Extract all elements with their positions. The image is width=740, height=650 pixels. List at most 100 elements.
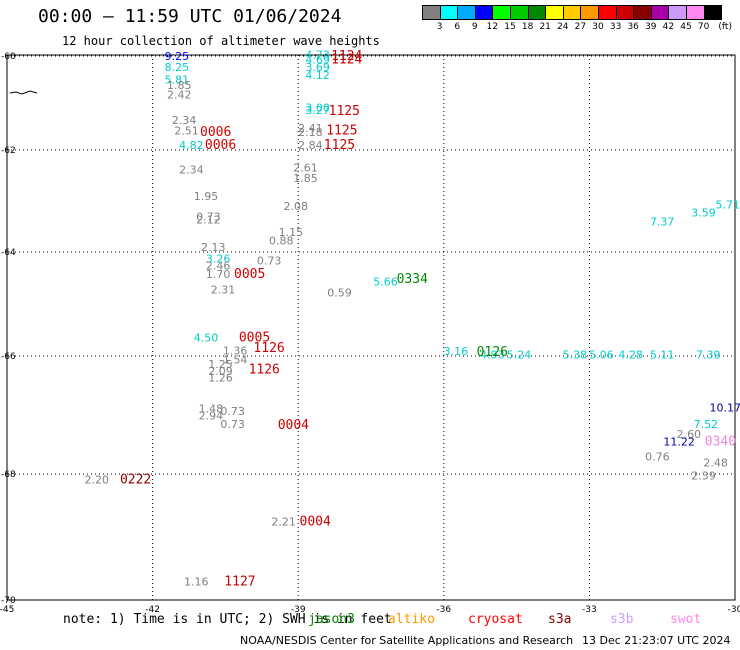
wave-height-label: 2.21 (271, 516, 296, 529)
wave-height-label: 2.46 (206, 260, 231, 273)
pass-time-label: 0334 (397, 272, 428, 287)
wave-height-label: 4.12 (305, 69, 330, 82)
wave-height-label: 3.59 (691, 206, 716, 219)
pass-time-label: 1125 (329, 104, 360, 119)
lat-tick-label: -70 (1, 596, 16, 606)
wave-height-label: 2.94 (199, 410, 224, 423)
wave-height-label: 4.28 (618, 348, 643, 361)
satellite-name: s3a (548, 612, 572, 627)
lon-tick-label: -45 (0, 605, 14, 615)
wave-height-label: 5.38 (563, 348, 588, 361)
legend-label: 42 (662, 22, 675, 32)
wave-height-label: 4.73 (305, 48, 330, 61)
lat-tick-label: -60 (1, 52, 16, 62)
footer-note: note: 1) Time is in UTC; 2) SWH is in fe… (63, 612, 392, 627)
wave-height-label: 2.12 (196, 213, 221, 226)
pass-time-label: 1127 (224, 575, 255, 590)
generated-timestamp: 13 Dec 21:23:07 UTC 2024 (582, 634, 731, 647)
wave-height-label: 5.66 (373, 275, 398, 288)
legend-label: 70 (697, 22, 710, 32)
wave-height-label: 0.59 (327, 287, 352, 300)
wave-height-label: 1.48 (199, 403, 224, 416)
wave-height-label: 4.69 (305, 54, 330, 67)
legend-label: 12 (486, 22, 499, 32)
wave-height-label: 2.84 (298, 139, 323, 152)
lon-tick-label: -36 (436, 605, 451, 615)
credit-text: NOAA/NESDIS Center for Satellite Applica… (240, 634, 574, 647)
legend-label: 39 (645, 22, 657, 32)
wave-height-label: 11.22 (663, 436, 695, 449)
pass-time-label: 0126 (477, 345, 508, 360)
wave-height-label: 4.82 (179, 139, 204, 152)
wave-height-label: 2.48 (703, 456, 728, 469)
pass-time-label: 0005 (239, 330, 270, 345)
legend-unit: (ft) (718, 22, 732, 32)
pass-time-label: 1125 (326, 123, 357, 138)
lon-tick-label: -39 (291, 605, 306, 615)
satellite-name: altiko (388, 612, 435, 627)
lon-tick-label: -33 (582, 605, 597, 615)
pass-time-label: 0004 (300, 515, 331, 530)
map-title: 00:00 – 11:59 UTC 01/06/2024 (38, 6, 342, 27)
wave-height-label: 1.16 (184, 576, 209, 589)
legend-label: 33 (609, 22, 622, 32)
legend-label: 45 (680, 22, 692, 32)
wave-height-label: 3.69 (305, 61, 330, 74)
map-subtitle: 12 hour collection of altimeter wave hei… (62, 34, 380, 48)
lat-tick-label: -68 (1, 470, 16, 480)
wave-height-label: 3.00 (305, 101, 330, 114)
wave-height-label: 3.26 (206, 252, 231, 265)
legend-label: 21 (539, 22, 551, 32)
pass-time-label: 0222 (120, 472, 151, 487)
wave-height-label: 0.76 (645, 450, 670, 463)
satellite-name: s3b (610, 612, 634, 627)
legend-label: 3 (436, 22, 443, 32)
legend-label: 27 (574, 22, 587, 32)
wave-height-label: 1.25 (208, 358, 233, 371)
legend-label: 9 (471, 22, 478, 32)
wave-height-label: 0.73 (220, 418, 245, 431)
pass-time-label: 1126 (253, 341, 284, 356)
wave-height-label: 1.54 (223, 354, 248, 367)
wave-height-label: 3.27 (305, 104, 330, 117)
pass-time-label: 0005 (234, 267, 265, 282)
wave-height-label: 1.36 (223, 344, 248, 357)
lon-tick-label: -42 (145, 605, 160, 615)
wave-height-label: 2.61 (293, 161, 318, 174)
wave-height-label: 1.70 (206, 268, 231, 281)
legend-label: 15 (504, 22, 516, 32)
legend-swatch (703, 5, 723, 20)
wave-height-label: 2.42 (167, 88, 192, 101)
wave-height-label: 0.73 (196, 210, 221, 223)
wave-height-label: 5.81 (165, 73, 190, 86)
legend-label: 18 (521, 22, 534, 32)
pass-time-label: 0004 (278, 418, 309, 433)
wave-height-label: 4.50 (194, 331, 219, 344)
pass-time-label: 1124 (331, 53, 362, 68)
legend-label: 6 (454, 22, 461, 32)
wave-height-label: 2.60 (677, 428, 702, 441)
wave-height-label: 2.08 (284, 200, 309, 213)
wave-height-label: 5.06 (589, 348, 614, 361)
wave-height-label: 2.18 (298, 126, 323, 139)
pass-time-label: 1126 (249, 363, 280, 378)
wave-height-label: 9.25 (165, 50, 190, 63)
wave-height-label: 2.13 (201, 241, 226, 254)
wave-height-label: 2.20 (85, 473, 110, 486)
legend-label: 30 (592, 22, 604, 32)
wave-height-label: 5.24 (507, 348, 532, 361)
wave-height-label: 5.71 (715, 199, 740, 212)
wave-height-label: 2.34 (179, 163, 204, 176)
wave-height-label: 8.25 (165, 61, 190, 74)
wave-height-label: 2.09 (208, 365, 233, 378)
wave-height-label: 1.95 (194, 190, 219, 203)
pass-time-label: 0006 (200, 125, 231, 140)
wave-height-label: 0.73 (257, 254, 282, 267)
lon-tick-label: -30 (728, 605, 740, 615)
wave-height-label: 1.15 (279, 226, 304, 239)
pass-time-label: 1124 (331, 49, 362, 64)
satellite-name: cryosat (468, 612, 523, 627)
wave-height-label: 2.31 (211, 284, 236, 297)
legend-label: 36 (627, 22, 639, 32)
wave-height-label: 4.93 (480, 348, 505, 361)
